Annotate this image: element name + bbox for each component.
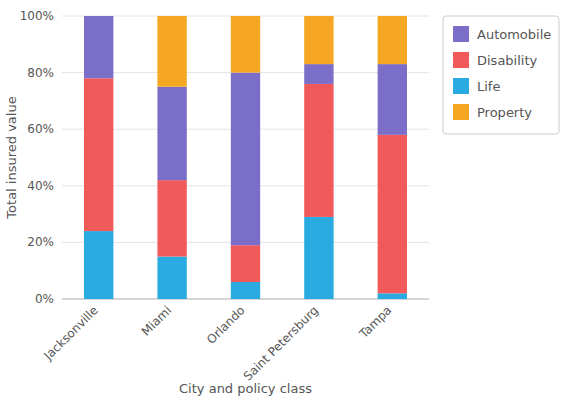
y-tick-label: 0% [35,292,54,306]
y-tick-label: 60% [27,122,54,136]
chart-container: 0% 20% 40% 60% 80% 100% Jacksonville Miami Orlan… [0,0,567,401]
legend-label: Life [477,79,500,94]
x-tick-label: Saint Petersburg [241,303,321,383]
legend-swatch [453,52,469,68]
y-tick-label: 80% [27,66,54,80]
bar-segment [231,245,260,282]
legend-label: Disability [477,53,538,68]
legend-swatch [453,26,469,42]
bar-segment [84,78,113,231]
grid [62,16,429,299]
bar-segment [84,231,113,299]
bar-segment [378,64,407,135]
y-tick-label: 40% [27,179,54,193]
bar-segment [157,16,186,87]
bar-segment [304,64,333,84]
bar-segment [84,16,113,17]
bar-segment [378,16,407,64]
y-axis-label: Total insured value [4,96,19,219]
legend-swatch [453,104,469,120]
legend-swatch [453,78,469,94]
bar-segment [304,84,333,217]
bar-segment [378,135,407,293]
legend-label: Automobile [477,27,551,42]
x-axis-label: City and policy class [179,381,312,396]
y-tick-label: 20% [27,235,54,249]
bar-segment [378,293,407,299]
bar-segment [157,257,186,299]
chart-svg: 0% 20% 40% 60% 80% 100% Jacksonville Miami Orlan… [0,0,567,401]
bars [84,16,407,299]
bar-segment [157,180,186,256]
x-tick-label: Jacksonville [41,303,101,363]
x-tick-label: Tampa [356,303,394,341]
bar-segment [231,73,260,246]
legend-label: Property [477,105,532,120]
x-tick-label: Miami [139,303,174,338]
bar-segment [304,217,333,299]
legend-frame [443,16,559,134]
legend: Automobile Disability Life Property [443,16,559,134]
bar-segment [231,282,260,299]
y-tick-label: 100% [20,9,54,23]
bar-segment [84,16,113,78]
bar-segment [231,16,260,73]
x-tick-label: Orlando [204,303,248,347]
bar-segment [157,87,186,180]
bar-segment [304,16,333,64]
